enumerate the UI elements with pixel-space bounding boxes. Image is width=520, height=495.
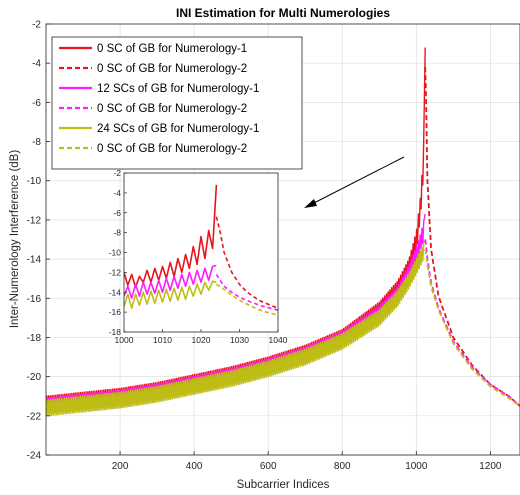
y-tick-label: -22: [27, 411, 42, 422]
inset-y-tick-label: -14: [109, 287, 122, 297]
y-tick-label: -16: [27, 294, 42, 305]
inset-series-line-1: [124, 184, 218, 289]
legend-label-2: 0 SC of GB for Numerology-2: [97, 63, 247, 75]
inset-x-tick-label: 1020: [192, 335, 211, 345]
inset-series-line-2: [215, 216, 278, 309]
series-line-3: [46, 213, 426, 415]
inset-x-tick-label: 1030: [230, 335, 249, 345]
legend-label-4: 0 SC of GB for Numerology-2: [97, 103, 247, 115]
y-tick-label: -12: [27, 215, 42, 226]
y-tick-label: -8: [32, 137, 41, 148]
inset-y-tick-label: -6: [113, 208, 121, 218]
x-tick-label: 1200: [479, 461, 502, 472]
main-plot-area: [46, 47, 520, 417]
inset-y-tick-label: -8: [113, 228, 121, 238]
y-tick-label: -4: [32, 59, 41, 70]
y-tick-label: -24: [27, 451, 42, 462]
y-tick-label: -20: [27, 372, 42, 383]
inset-plot-area: [124, 184, 278, 316]
inset-chart: 1000 1010 1020 1030 1040 -18 -16 -14 -12 -10 -8 -6 -…: [109, 168, 288, 345]
inset-y-tick-label: -18: [109, 327, 122, 337]
y-tick-label: -18: [27, 333, 42, 344]
y-tick-label: -14: [27, 255, 42, 266]
inset-series-line-3: [124, 264, 217, 300]
inset-y-tick-label: -10: [109, 248, 122, 258]
legend: 0 SC of GB for Numerology-1 0 SC of GB fo…: [51, 36, 303, 170]
chart-title: INI Estimation for Multi Numerologies: [176, 6, 390, 20]
x-tick-label: 1000: [405, 461, 428, 472]
inset-x-tick-label: 1040: [269, 335, 288, 345]
legend-label-3: 12 SCs of GB for Numerology-1: [97, 83, 259, 95]
x-tick-label: 600: [260, 461, 277, 472]
legend-label-5: 24 SCs of GB for Numerology-1: [97, 123, 259, 135]
x-tick-label: 800: [334, 461, 351, 472]
inset-background: [124, 173, 278, 332]
inset-tick-labels: 1000 1010 1020 1030 1040 -18 -16 -14 -12 -10 -8 -6 -…: [109, 168, 288, 345]
y-tick-label: -2: [32, 20, 41, 31]
y-tick-label: -10: [27, 176, 42, 187]
x-tick-label: 400: [186, 461, 203, 472]
inset-series-line-4: [215, 273, 278, 311]
series-line-1: [46, 47, 426, 413]
series-line-6: [424, 249, 520, 407]
main-axes-box: [45, 23, 520, 456]
inset-y-tick-label: -12: [109, 267, 122, 277]
inset-y-tick-label: -16: [109, 307, 122, 317]
legend-label-6: 0 SC of GB for Numerology-2: [97, 143, 247, 155]
legend-label-1: 0 SC of GB for Numerology-1: [97, 43, 247, 55]
series-line-2: [424, 67, 520, 407]
series-line-4: [424, 239, 520, 407]
x-axis-label: Subcarrier Indices: [237, 479, 330, 491]
x-tick-label: 200: [112, 461, 129, 472]
inset-y-tick-label: -2: [113, 168, 121, 178]
inset-y-tick-label: -4: [113, 188, 121, 198]
y-tick-label: -6: [32, 98, 41, 109]
y-axis-label: Inter-Numerology Interference (dB): [9, 150, 21, 328]
main-tick-labels: 200 400 600 800 1000 1200 -24 -22 -20 -18 -16 -14 -1…: [27, 20, 502, 473]
inset-series-line-5: [124, 280, 217, 309]
inset-x-tick-label: 1000: [115, 335, 134, 345]
inset-x-tick-label: 1010: [153, 335, 172, 345]
annotation-arrow: [304, 156, 405, 208]
inset-series-line-6: [215, 283, 278, 316]
series-line-5: [46, 239, 426, 417]
legend-box: [51, 36, 303, 170]
